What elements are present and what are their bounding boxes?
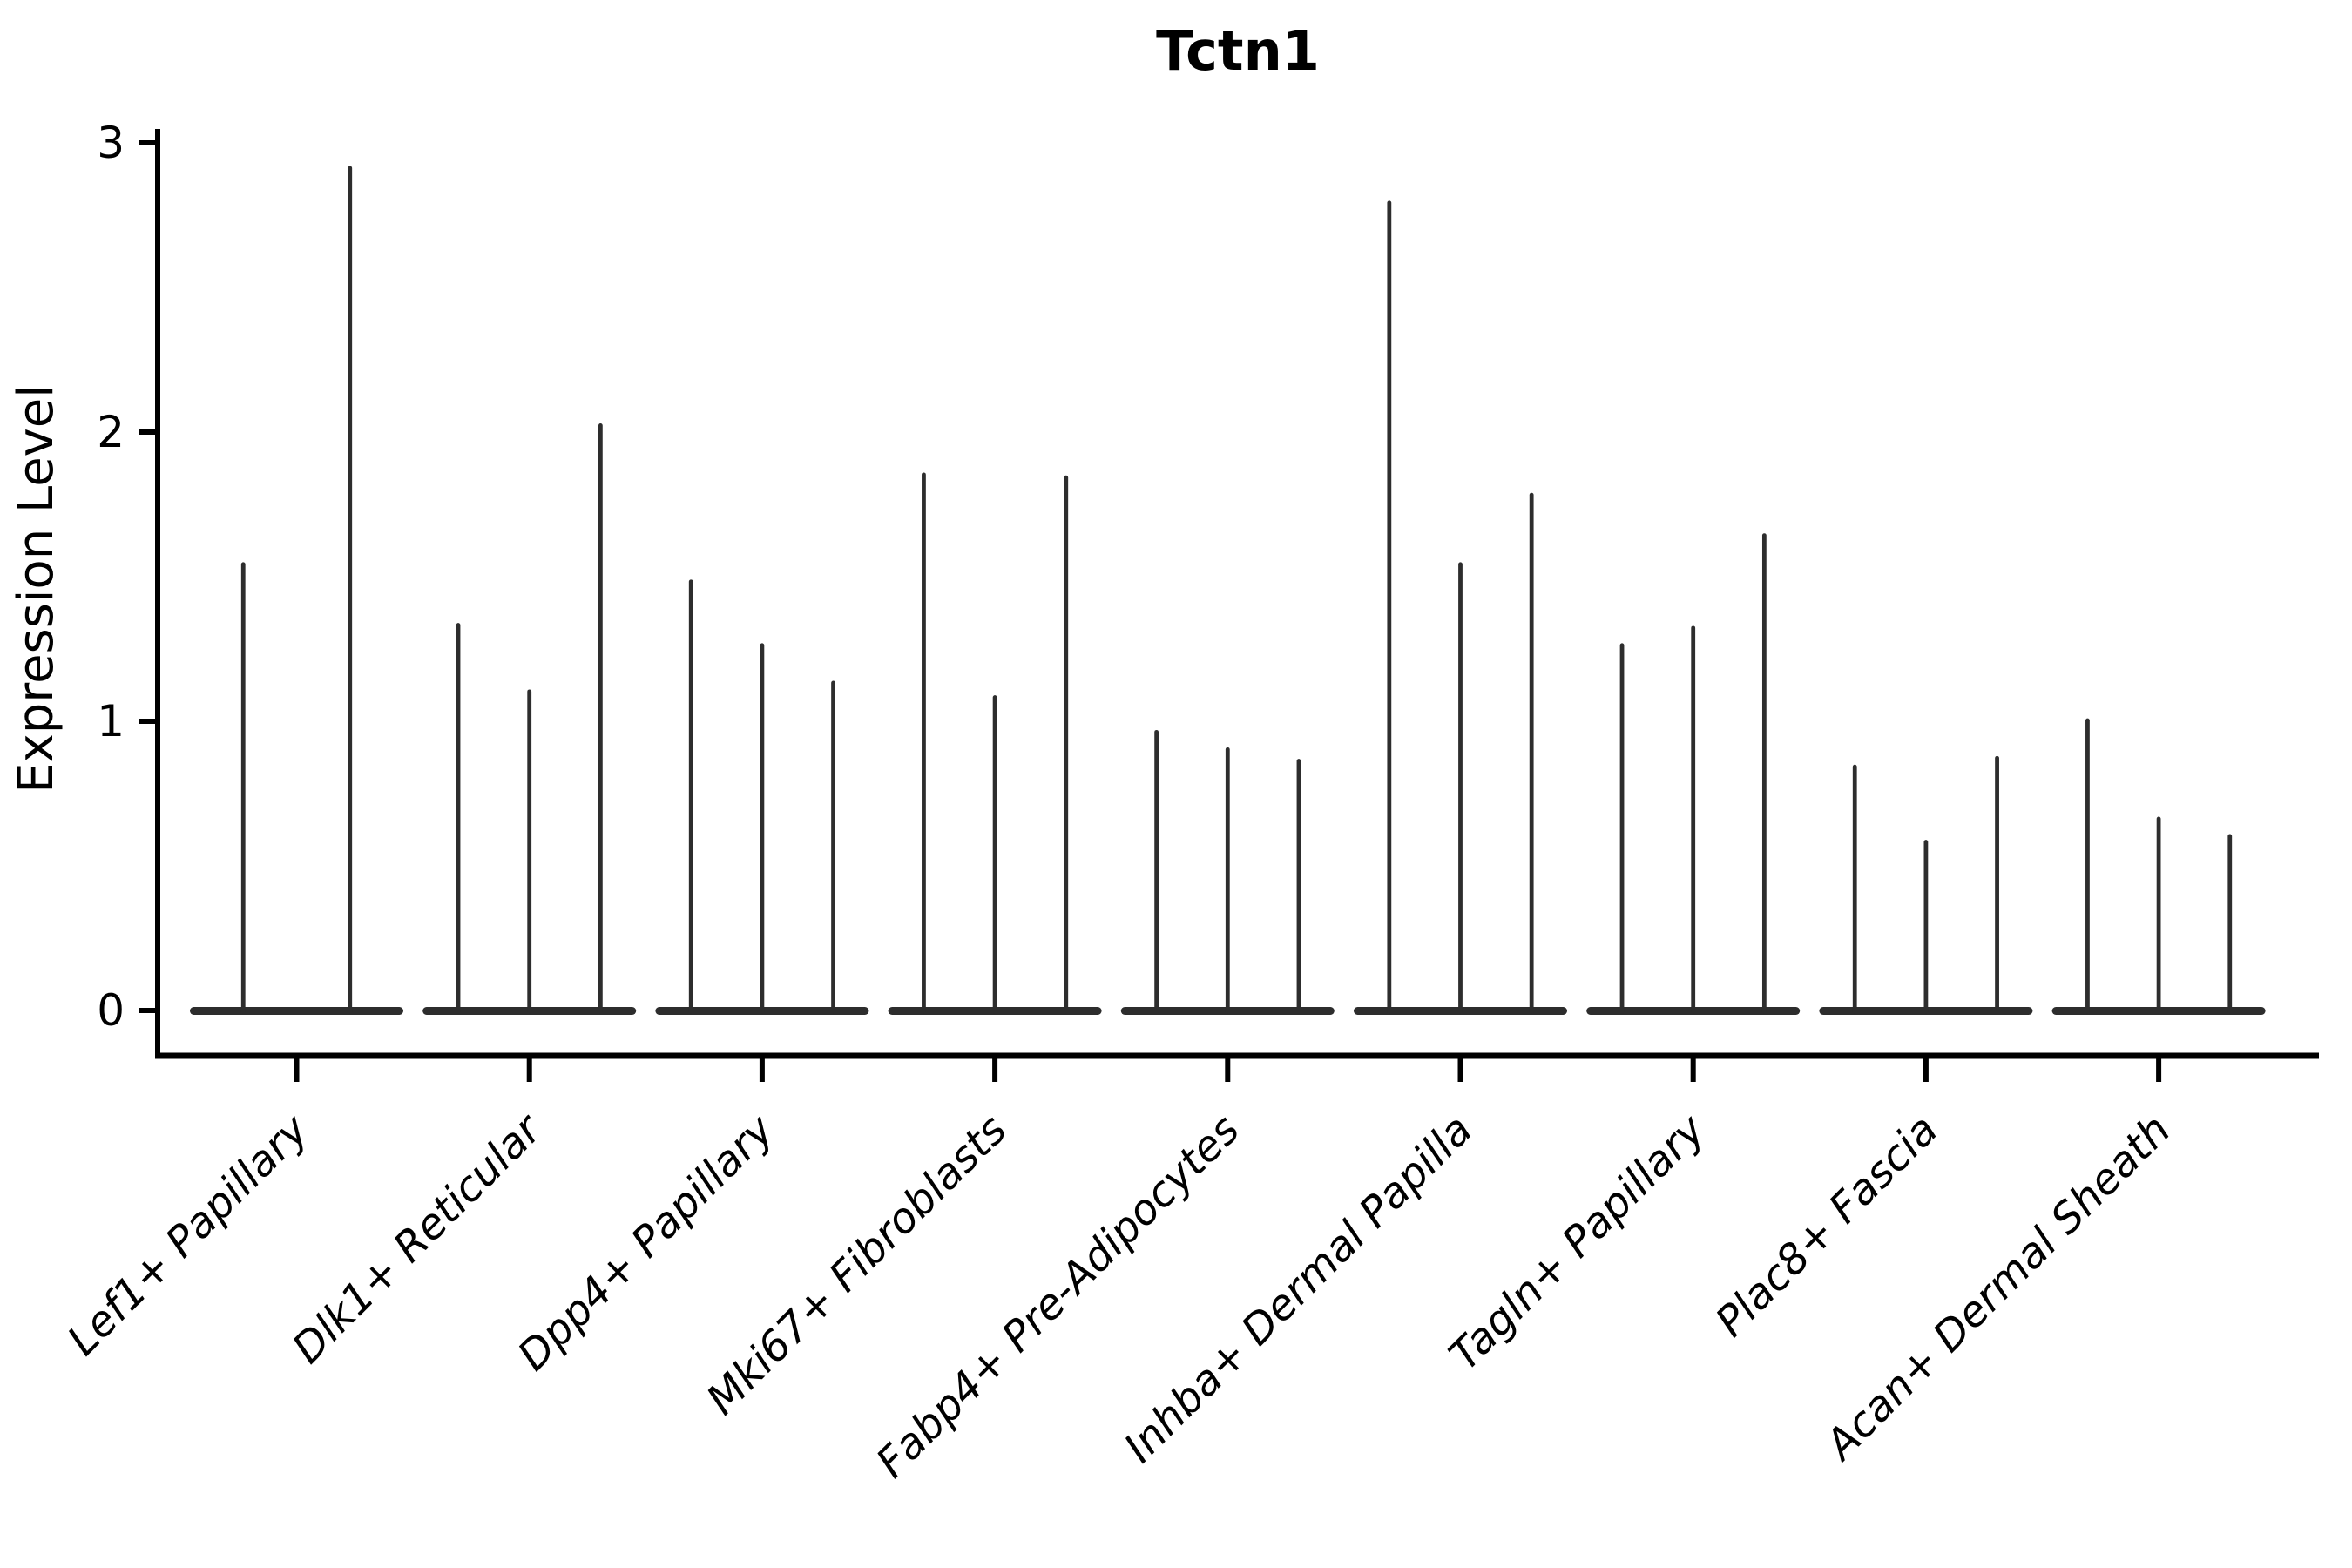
violin-spike [831, 680, 835, 1014]
violin-spike [760, 643, 765, 1014]
violin-spike [992, 695, 997, 1014]
violin-spike [2085, 718, 2090, 1014]
violin-spike [1296, 759, 1301, 1014]
violin-spike [1064, 475, 1069, 1014]
violin-spike [598, 423, 603, 1014]
chart-title: Tctn1 [1156, 19, 1320, 83]
x-category-label: Plac8+ Fascia [1707, 1105, 1948, 1347]
violin-layer [190, 166, 2266, 1015]
y-tick-label: 2 [97, 407, 125, 457]
x-category-label: Lef1+ Papillary [58, 1105, 319, 1365]
violin-spike [2227, 834, 2233, 1014]
violin-spike [1387, 200, 1392, 1014]
violin-spike [1529, 492, 1534, 1014]
violin-spike [1619, 643, 1625, 1014]
x-category-label: Dpp4+ Papillary [509, 1105, 784, 1380]
violin-spike [456, 623, 461, 1014]
y-tick-label: 0 [97, 985, 125, 1036]
violin-spike [1852, 764, 1857, 1014]
violin-spike [922, 472, 926, 1014]
x-category-label: Tagln+ Papillary [1440, 1105, 1715, 1380]
violin-spike [2156, 816, 2161, 1014]
violin-spike [527, 689, 532, 1014]
violin-spike [688, 579, 693, 1014]
violin-spike [1691, 625, 1696, 1014]
violin-spike [1458, 562, 1463, 1014]
violin-spike [348, 166, 353, 1014]
violin-spike [240, 562, 246, 1014]
violin-spike [1154, 729, 1159, 1014]
y-tick-label: 3 [97, 118, 125, 168]
y-axis-label: Expression Level [8, 384, 64, 794]
violin-spike [1761, 533, 1767, 1014]
violin-spike [1923, 840, 1929, 1014]
x-category-label: Dlk1+ Reticular [283, 1104, 553, 1374]
violin-spike [1995, 755, 1999, 1014]
violin-spike [1225, 747, 1230, 1014]
y-tick-label: 1 [97, 696, 125, 747]
axes-layer: 0 1 2 3 [97, 118, 2319, 1082]
violin-base [190, 1007, 403, 1015]
